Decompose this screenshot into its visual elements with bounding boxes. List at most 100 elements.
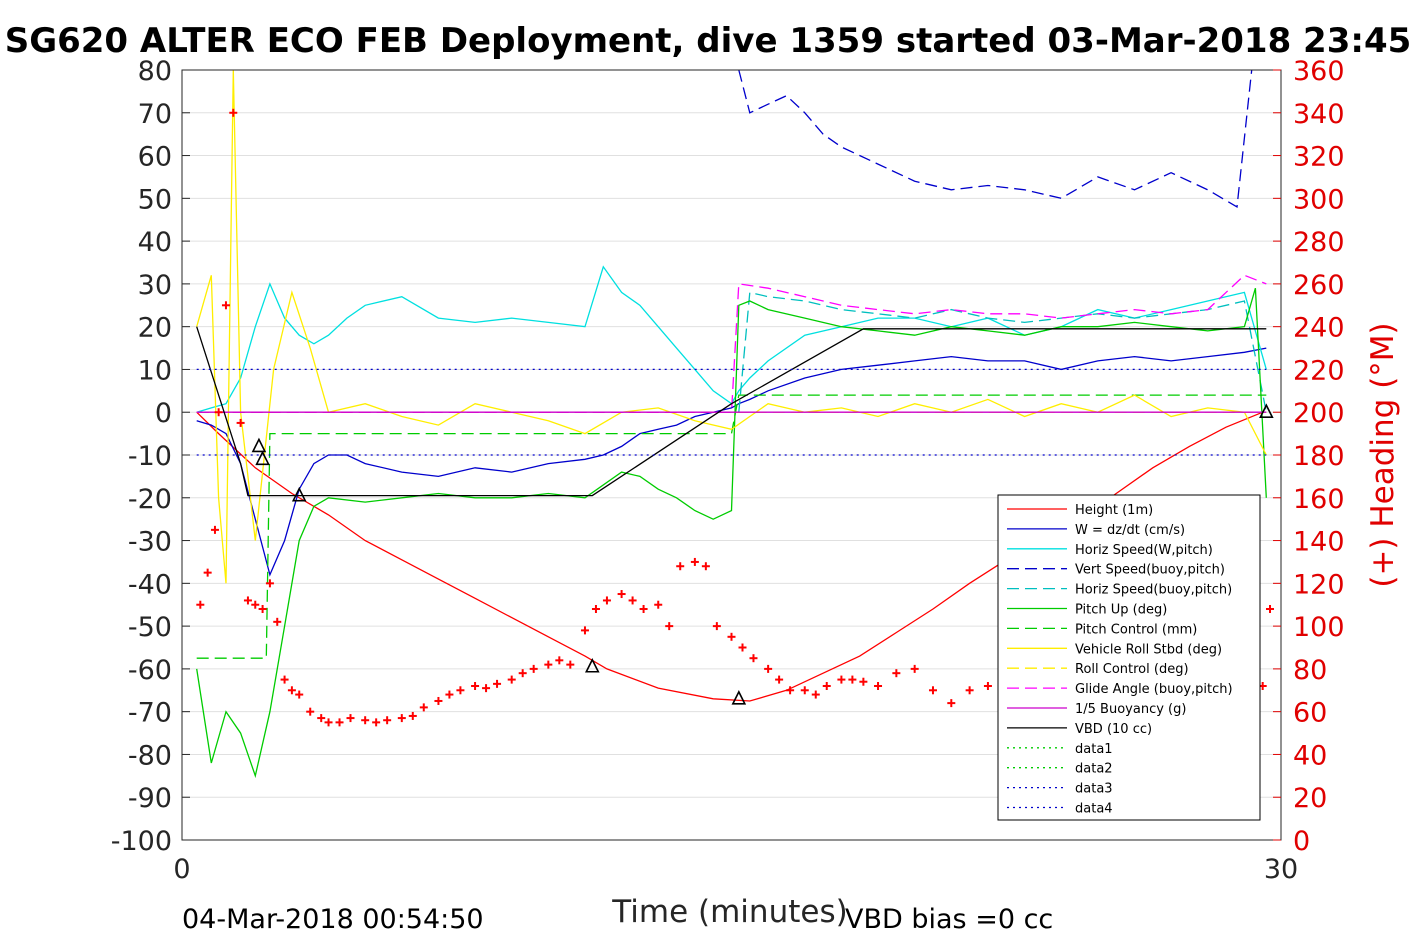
- heading-point: [397, 714, 406, 723]
- series-line-9: [196, 274, 1267, 413]
- heading-point: [196, 600, 205, 609]
- turn-marker: [291, 486, 307, 502]
- legend-label: data3: [1075, 782, 1113, 797]
- heading-point: [265, 579, 274, 588]
- legend-item: data3: [1007, 782, 1113, 797]
- right-tick-label: 100: [1293, 612, 1345, 643]
- legend-label: Roll Control (deg): [1075, 662, 1189, 677]
- right-tick-label: 360: [1293, 56, 1345, 87]
- right-tick-label: 0: [1293, 826, 1310, 857]
- heading-point: [346, 714, 355, 723]
- heading-point: [306, 707, 315, 716]
- heading-point: [335, 718, 344, 727]
- heading-point: [383, 716, 392, 725]
- legend-item: data1: [1007, 742, 1113, 757]
- left-tick-label: -80: [128, 740, 172, 771]
- x-axis-ticks: 0 30: [173, 832, 1298, 885]
- right-axis-label: (+) Heading (°M): [1365, 322, 1401, 587]
- x-tick-label: 0: [173, 854, 190, 885]
- heading-point: [280, 675, 289, 684]
- x-axis-label: Time (minutes): [611, 894, 847, 930]
- heading-point: [749, 654, 758, 663]
- heading-point: [273, 617, 282, 626]
- right-tick-label: 200: [1293, 398, 1345, 429]
- heading-point: [287, 686, 296, 695]
- heading-point: [654, 600, 663, 609]
- legend-label: data1: [1075, 742, 1113, 757]
- heading-point: [947, 699, 956, 708]
- left-tick-label: -60: [128, 655, 172, 686]
- heading-point: [775, 675, 784, 684]
- heading-point: [738, 643, 747, 652]
- footer-vbd-bias: VBD bias =0 cc: [845, 904, 1053, 935]
- heading-point: [712, 622, 721, 631]
- legend-item: Pitch Control (mm): [1007, 622, 1197, 637]
- heading-point: [983, 682, 992, 690]
- heading-point: [965, 686, 974, 695]
- heading-point: [874, 682, 883, 690]
- legend-item: Vert Speed(buoy,pitch): [1007, 563, 1225, 578]
- heading-point: [602, 596, 611, 605]
- heading-point: [837, 675, 846, 684]
- heading-point: [910, 664, 919, 673]
- legend-label: data2: [1075, 762, 1113, 777]
- right-tick-label: 160: [1293, 484, 1345, 515]
- legend-label: Pitch Up (deg): [1075, 603, 1167, 618]
- left-tick-label: 80: [138, 56, 172, 87]
- legend-item: Vehicle Roll Stbd (deg): [1007, 642, 1222, 657]
- heading-point: [518, 669, 527, 678]
- left-tick-label: -40: [128, 569, 172, 600]
- heading-point: [859, 677, 868, 686]
- legend-label: Vehicle Roll Stbd (deg): [1075, 642, 1222, 657]
- right-tick-label: 180: [1293, 441, 1345, 472]
- right-axis-ticks: 3603403203002802602402202001801601401201…: [1273, 56, 1345, 857]
- series-line-11: [196, 326, 1267, 497]
- heading-point: [203, 568, 212, 577]
- legend: Height (1m) W = dz/dt (cm/s) Horiz Speed(W…: [997, 494, 1261, 821]
- heading-point: [456, 686, 465, 695]
- right-tick-label: 260: [1293, 270, 1345, 301]
- heading-point: [800, 686, 809, 695]
- left-tick-label: 10: [138, 355, 172, 386]
- heading-point: [507, 675, 516, 684]
- series-line-3: [738, 70, 1253, 208]
- right-tick-label: 240: [1293, 313, 1345, 344]
- heading-point: [811, 690, 820, 699]
- left-tick-label: 30: [138, 270, 172, 301]
- heading-point: [690, 557, 699, 566]
- turn-marker: [1259, 403, 1274, 419]
- heading-point: [471, 682, 480, 690]
- left-axis-ticks: 80 70 60 50 40 30 20 10 0 -10 -20 -30 -40 -50 -60 -70 -8…: [111, 56, 190, 857]
- heading-point: [1266, 605, 1275, 613]
- heading-point: [727, 632, 736, 641]
- heading-point: [372, 718, 381, 727]
- right-tick-label: 220: [1293, 355, 1345, 386]
- left-tick-label: 70: [138, 99, 172, 130]
- left-tick-label: -10: [128, 441, 172, 472]
- turn-marker: [584, 657, 600, 673]
- legend-item: Roll Control (deg): [1007, 662, 1189, 677]
- series-line-5: [196, 288, 1267, 779]
- heading-point: [434, 696, 443, 705]
- left-tick-label: -90: [128, 783, 172, 814]
- legend-label: Vert Speed(buoy,pitch): [1075, 563, 1225, 578]
- heading-point: [544, 660, 553, 669]
- heading-point: [493, 679, 502, 688]
- series-line-4: [738, 291, 1267, 413]
- heading-point: [822, 682, 831, 690]
- legend-label: VBD (10 cc): [1075, 722, 1152, 737]
- heading-point: [639, 605, 648, 613]
- legend-item: data2: [1007, 762, 1113, 777]
- heading-point: [555, 656, 564, 665]
- right-tick-label: 60: [1293, 698, 1327, 729]
- right-tick-label: 140: [1293, 527, 1345, 558]
- heading-point: [243, 596, 252, 605]
- heading-point: [236, 418, 245, 427]
- legend-label: Glide Angle (buoy,pitch): [1075, 682, 1233, 697]
- legend-items: Height (1m) W = dz/dt (cm/s) Horiz Speed(W…: [1007, 503, 1233, 817]
- heading-point: [628, 596, 637, 605]
- heading-point: [617, 590, 626, 599]
- turn-marker: [255, 450, 270, 466]
- left-tick-label: -30: [128, 527, 172, 558]
